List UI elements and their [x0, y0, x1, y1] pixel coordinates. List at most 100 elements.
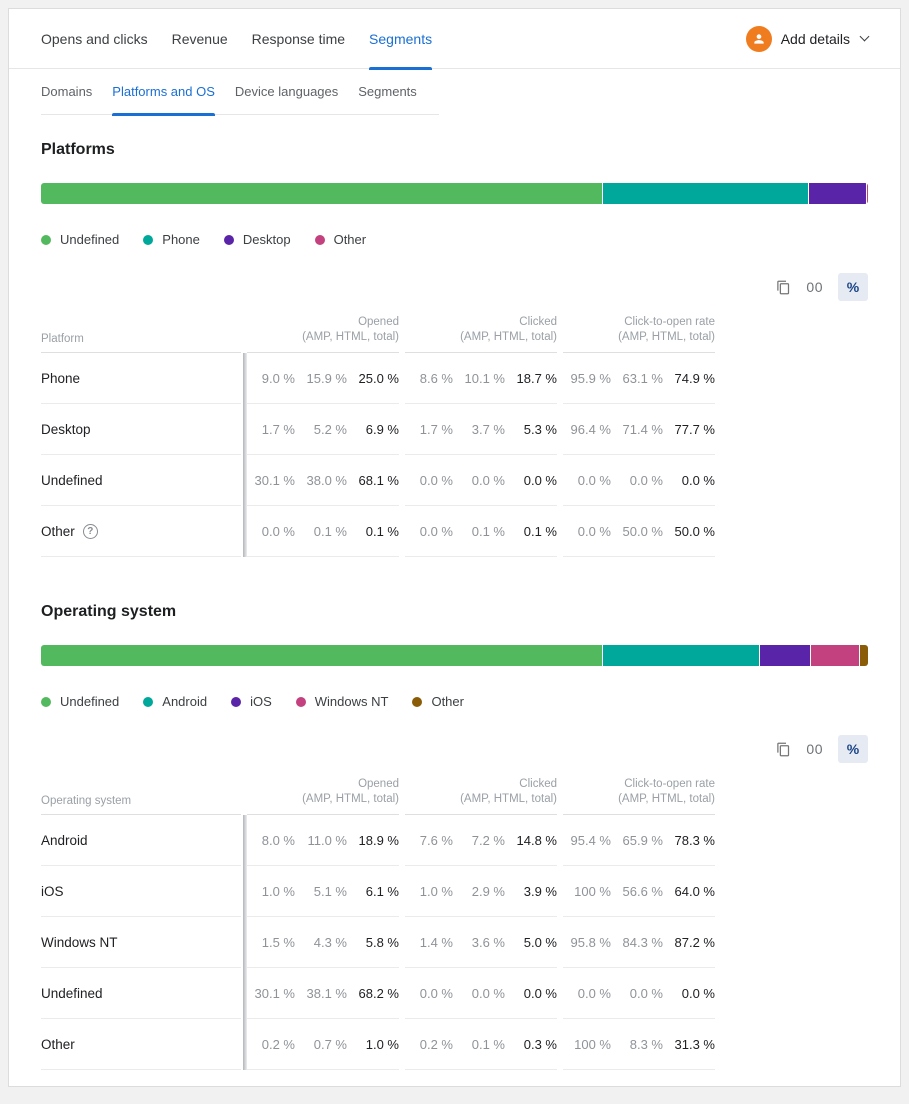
- percent-toggle[interactable]: %: [838, 273, 868, 301]
- metric-value: 0.2 %: [261, 1036, 295, 1052]
- legend-item: Windows NT: [295, 694, 388, 709]
- metric-value-total: 6.9 %: [365, 421, 399, 437]
- numbers-toggle[interactable]: 00: [806, 279, 823, 295]
- metric-value-total: 1.0 %: [365, 1036, 399, 1052]
- metric-group: 0.0 % 0.1 % 0.1 %: [405, 506, 557, 557]
- legend-label: Undefined: [60, 232, 120, 247]
- metric-value: 95.8 %: [570, 934, 611, 950]
- bar-segment-other[interactable]: [867, 183, 868, 204]
- legend-item: Undefined: [41, 694, 119, 709]
- row-label: iOS: [41, 883, 64, 899]
- bar-segment-ios[interactable]: [759, 645, 811, 666]
- tab-label: Revenue: [171, 30, 228, 47]
- tab-response-time[interactable]: Response time: [252, 9, 345, 69]
- bar-segment-android[interactable]: [603, 645, 759, 666]
- metric-group: 1.4 % 3.6 % 5.0 %: [405, 917, 557, 968]
- legend-item: Other: [314, 232, 366, 247]
- copy-icon[interactable]: [776, 742, 791, 757]
- metric-value-total: 31.3 %: [674, 1036, 715, 1052]
- row-label: Desktop: [41, 421, 91, 437]
- metric-value-total: 6.1 %: [365, 883, 399, 899]
- metric-value-total: 18.7 %: [516, 370, 557, 386]
- metric-group: 0.0 % 0.0 % 0.0 %: [563, 455, 715, 506]
- legend-item: Android: [143, 694, 207, 709]
- tab-label: Segments: [369, 30, 433, 47]
- tab-segments[interactable]: Segments: [369, 9, 433, 70]
- legend-item: Desktop: [223, 232, 291, 247]
- table-row: Desktop 1.7 % 5.2 % 6.9 % 1.7 % 3.7 % 5.…: [41, 404, 868, 455]
- metric-value: 5.2 %: [313, 421, 347, 437]
- help-icon[interactable]: ?: [82, 523, 98, 539]
- tab-opens-and-clicks[interactable]: Opens and clicks: [41, 9, 148, 69]
- table-row: Undefined 30.1 % 38.0 % 68.1 % 0.0 % 0.0…: [41, 455, 868, 506]
- metric-value-total: 50.0 %: [674, 523, 715, 539]
- column-header-opened: Opened (AMP, HTML, total): [247, 315, 399, 353]
- metric-value: 8.6 %: [419, 370, 453, 386]
- table-header: Operating system Opened (AMP, HTML, tota…: [41, 777, 868, 815]
- metric-value-total: 25.0 %: [358, 370, 399, 386]
- legend-label: Undefined: [60, 694, 120, 709]
- bar-segment-undefined[interactable]: [41, 183, 602, 204]
- table-row: Android 8.0 % 11.0 % 18.9 % 7.6 % 7.2 % …: [41, 815, 868, 866]
- metric-value: 38.0 %: [306, 472, 347, 488]
- column-header-clicked: Clicked (AMP, HTML, total): [405, 777, 557, 815]
- subtab-platforms-and-os[interactable]: Platforms and OS: [112, 69, 215, 116]
- os-table: Operating system Opened (AMP, HTML, tota…: [41, 777, 868, 1070]
- bar-segment-windows-nt[interactable]: [811, 645, 859, 666]
- metric-value-total: 0.0 %: [681, 985, 715, 1001]
- platforms-title: Platforms: [41, 141, 115, 158]
- metric-group: 0.0 % 0.1 % 0.1 %: [247, 506, 399, 557]
- table-body: Android 8.0 % 11.0 % 18.9 % 7.6 % 7.2 % …: [41, 815, 868, 1070]
- bar-segment-desktop[interactable]: [809, 183, 867, 204]
- subtab-device-languages[interactable]: Device languages: [235, 69, 338, 115]
- row-label: Phone: [41, 370, 81, 386]
- legend-dot: [295, 696, 306, 707]
- table-row: iOS 1.0 % 5.1 % 6.1 % 1.0 % 2.9 % 3.9 % …: [41, 866, 868, 917]
- bar-segment-undefined[interactable]: [41, 645, 603, 666]
- legend-item: Phone: [143, 232, 200, 247]
- os-table-controls: 00 %: [41, 735, 868, 763]
- legend-item: iOS: [231, 694, 272, 709]
- copy-icon[interactable]: [776, 280, 791, 295]
- metric-value: 1.5 %: [261, 934, 295, 950]
- chevron-down-icon: [859, 31, 870, 42]
- metric-group: 96.4 % 71.4 % 77.7 %: [563, 404, 715, 455]
- bar-segment-phone[interactable]: [602, 183, 809, 204]
- metric-value: 100 %: [574, 883, 611, 899]
- metric-value: 0.0 %: [629, 472, 663, 488]
- add-details-button[interactable]: Add details: [745, 25, 870, 52]
- numbers-toggle[interactable]: 00: [806, 741, 823, 757]
- metric-value: 65.9 %: [622, 832, 663, 848]
- report-card: Opens and clicks Revenue Response time S…: [8, 8, 901, 1087]
- metric-value-total: 0.1 %: [365, 523, 399, 539]
- legend-label: Android: [162, 694, 208, 709]
- metric-value-total: 14.8 %: [516, 832, 557, 848]
- platforms-distribution-bar: [41, 183, 868, 204]
- metric-value-total: 68.1 %: [358, 472, 399, 488]
- bar-segment-other[interactable]: [859, 645, 868, 666]
- metric-value: 71.4 %: [622, 421, 663, 437]
- metric-value: 95.9 %: [570, 370, 611, 386]
- metric-value: 0.1 %: [471, 1036, 505, 1052]
- os-title: Operating system: [41, 603, 177, 620]
- subtab-label: Device languages: [234, 84, 339, 99]
- row-label: Undefined: [41, 985, 103, 1001]
- metric-value-total: 0.0 %: [523, 985, 557, 1001]
- metric-value: 3.7 %: [471, 421, 505, 437]
- os-legend: Undefined Android iOS Windows NT Other: [41, 694, 868, 709]
- subtab-domains[interactable]: Domains: [41, 69, 92, 115]
- legend-item: Undefined: [41, 232, 119, 247]
- metric-value: 84.3 %: [622, 934, 663, 950]
- metric-value: 0.0 %: [261, 523, 295, 539]
- percent-toggle[interactable]: %: [838, 735, 868, 763]
- metric-group: 100 % 8.3 % 31.3 %: [563, 1019, 715, 1070]
- primary-tabbar: Opens and clicks Revenue Response time S…: [9, 9, 900, 70]
- metric-value-total: 0.3 %: [523, 1036, 557, 1052]
- metric-value: 0.2 %: [419, 1036, 453, 1052]
- metric-value-total: 77.7 %: [674, 421, 715, 437]
- tab-revenue[interactable]: Revenue: [172, 9, 228, 69]
- metric-value: 0.0 %: [577, 523, 611, 539]
- metric-group: 95.9 % 63.1 % 74.9 %: [563, 353, 715, 404]
- metric-value: 0.0 %: [577, 472, 611, 488]
- subtab-segments[interactable]: Segments: [358, 69, 417, 115]
